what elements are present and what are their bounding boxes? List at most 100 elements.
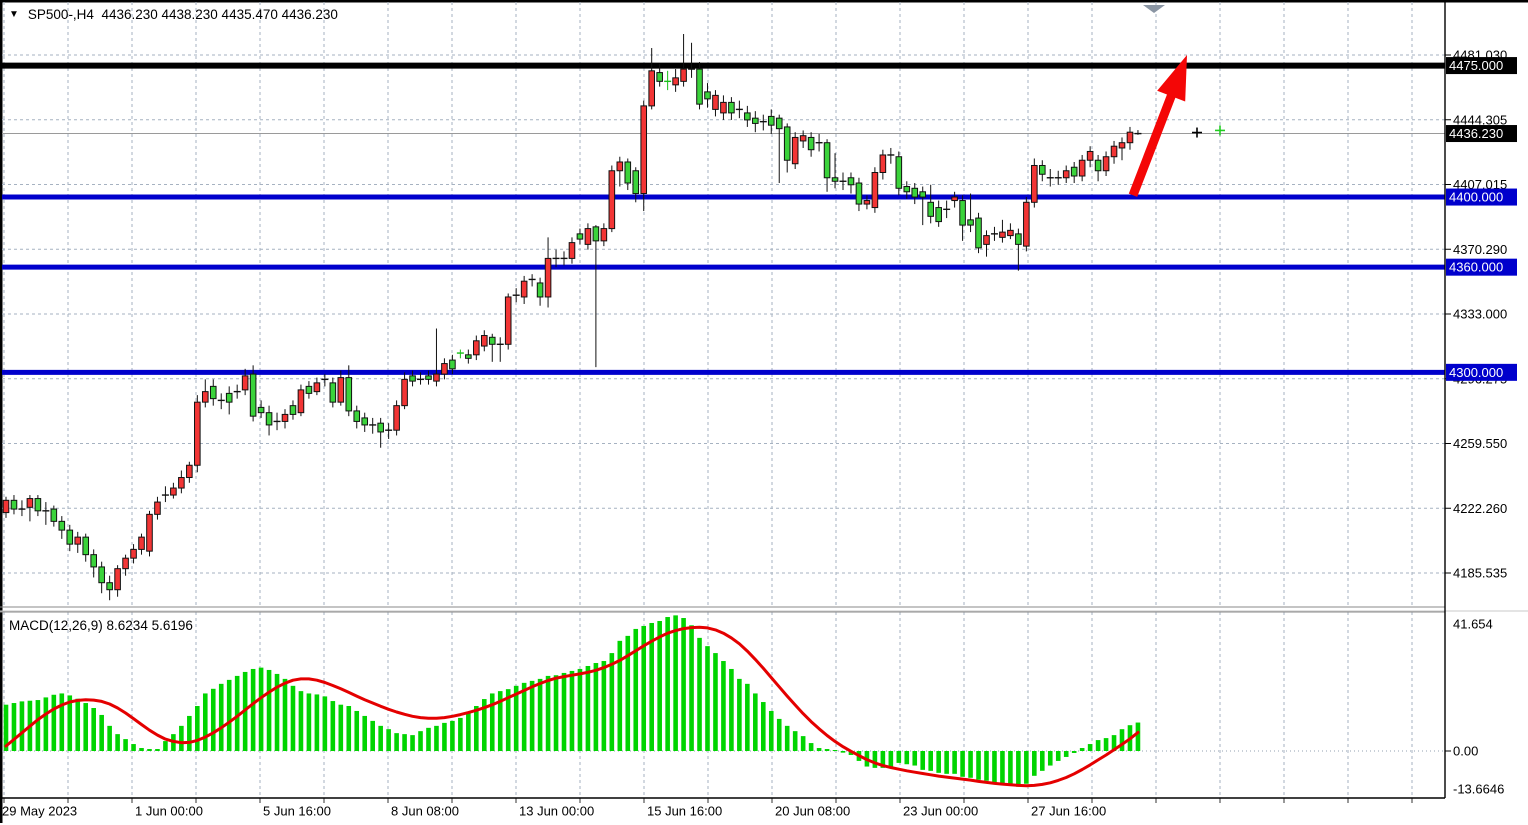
candle-body [855,182,863,205]
candle-body [895,156,903,189]
trend-arrow-head[interactable] [1157,55,1187,102]
price-level-badge [1446,363,1517,381]
candle-body [441,363,448,375]
macd-histogram-bar [163,741,168,751]
chart-title-ohlc: SP500-,H4 4436.230 4438.230 4435.470 443… [27,7,338,22]
macd-histogram-bar [1071,751,1077,753]
macd-histogram-bar [1079,748,1085,751]
macd-histogram-bar [1087,744,1093,751]
macd-histogram-bar [83,703,89,751]
price-level-badge-text: 4300.000 [1449,365,1503,380]
macd-histogram-bar [665,617,670,751]
macd-histogram-bar [641,625,647,751]
price-level-badge [1446,57,1517,75]
macd-histogram-bar [187,715,192,751]
macd-histogram-bar [123,739,128,751]
price-level-badge [1446,258,1517,276]
candle-body [473,340,480,356]
candle-body [2,499,10,514]
macd-indicator-label: MACD(12,26,9) 8.6234 5.6196 [9,618,193,633]
trend-arrow-shaft[interactable] [1128,88,1178,197]
macd-histogram-bar [585,665,591,751]
macd-histogram-bar [370,720,375,751]
candle-body [847,177,855,186]
candle-body [919,191,927,198]
candle-body [576,233,584,240]
macd-histogram-bar [43,697,49,751]
macd-histogram-bar [513,685,519,751]
macd-histogram-bar [713,653,718,751]
macd-histogram-bar [521,682,527,751]
macd-histogram-bar [912,751,918,766]
candle-body [999,231,1006,238]
macd-histogram-bar [250,668,256,751]
macd-histogram-bar [147,749,152,751]
candle-body [911,187,919,198]
macd-histogram-bar [824,749,830,751]
candle-body [1086,150,1094,161]
macd-histogram-bar [1095,740,1101,751]
macd-histogram-bar [497,691,503,751]
candle-body [305,385,313,394]
candle-body [201,391,209,403]
macd-histogram-bar [1135,722,1141,751]
macd-histogram-bar [99,714,104,751]
candle-body [1038,164,1046,175]
macd-histogram-bar [1039,751,1045,771]
candle-body [704,91,711,100]
candle-body [281,413,289,422]
macd-histogram-bar [561,672,567,751]
macd-histogram-bar [474,706,479,751]
macd-histogram-bar [649,622,654,751]
candle-body [114,568,121,591]
macd-histogram-bar [386,729,391,751]
candle-body [1023,201,1030,247]
candle-body [1062,170,1070,179]
macd-histogram-bar [338,704,344,751]
macd-histogram-bar [210,688,216,751]
macd-histogram-bar [1055,751,1061,761]
macd-histogram-bar [314,694,320,751]
chart-shift-triangle-icon[interactable] [1143,5,1165,13]
symbol-dropdown-icon[interactable]: ▼ [9,8,19,20]
candle-body [186,464,193,479]
macd-histogram-bar [537,678,543,751]
macd-histogram-bar [322,696,328,751]
candle-body [401,378,408,407]
macd-histogram-bar [745,683,750,751]
candle-body [520,280,528,298]
candle-body [831,177,839,182]
macd-histogram-bar [218,683,224,751]
candle-body [656,72,663,82]
macd-histogram-bar [378,725,383,751]
macd-histogram-bar [569,670,575,751]
macd-histogram-bar [792,731,798,751]
candle-body [568,242,576,259]
candle-body [449,359,456,370]
candle-body [592,226,600,242]
macd-histogram-bar [91,707,96,751]
macd-histogram-bar [466,712,471,751]
macd-histogram-bar [410,735,415,751]
macd-histogram-bar [968,751,973,778]
price-axis-label: 4370.290 [1453,242,1507,257]
price-axis-label: 4185.535 [1453,566,1507,581]
candle-body [241,375,249,391]
candle-body [672,77,679,86]
macd-histogram-bar [19,701,25,751]
candle-body [82,536,90,556]
macd-histogram-bar [928,751,933,771]
window-border-left [0,0,3,823]
candle-body [536,282,544,298]
macd-histogram-bar [131,744,136,751]
macd-histogram-bar [872,751,878,768]
candle-body [935,207,942,223]
price-axis-label: 4407.015 [1453,177,1507,192]
candle-body [927,201,934,217]
macd-histogram-bar [920,751,926,770]
candle-body [209,385,217,400]
candle-body [720,101,727,114]
macd-histogram-bar [753,693,758,751]
